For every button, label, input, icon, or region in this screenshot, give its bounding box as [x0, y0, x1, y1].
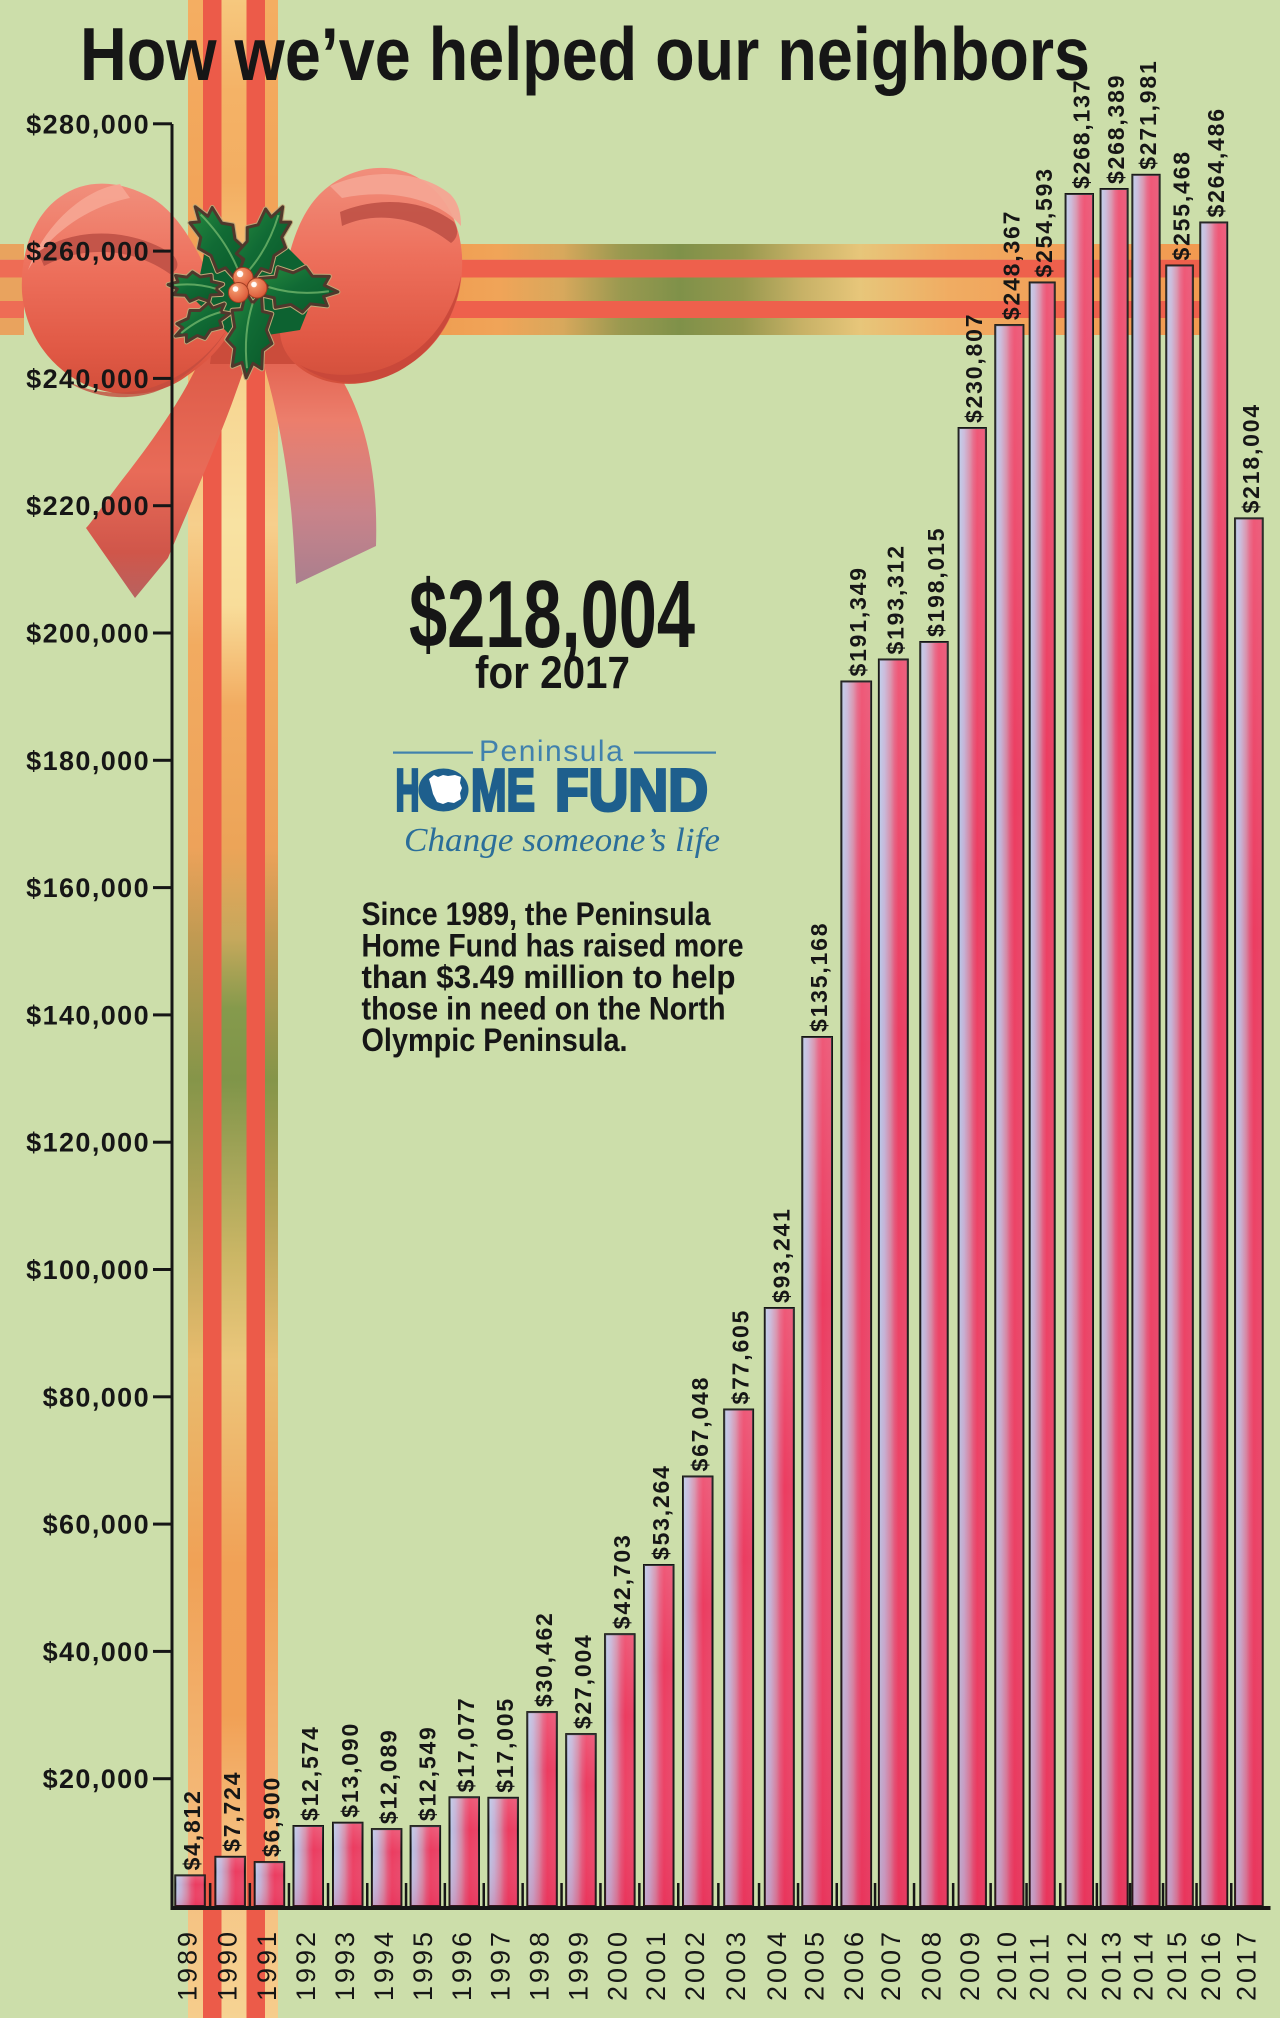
svg-text:$6,900: $6,900 — [258, 1776, 284, 1857]
svg-text:2006: 2006 — [839, 1929, 869, 2001]
svg-text:$12,574: $12,574 — [297, 1725, 323, 1821]
svg-text:$220,000: $220,000 — [26, 491, 150, 521]
svg-text:$77,605: $77,605 — [728, 1309, 754, 1405]
svg-text:2014: 2014 — [1129, 1929, 1159, 2001]
svg-text:for 2017: for 2017 — [475, 647, 630, 698]
svg-text:1998: 1998 — [525, 1929, 555, 2001]
svg-text:$120,000: $120,000 — [26, 1128, 150, 1158]
svg-text:1999: 1999 — [564, 1929, 594, 2001]
svg-text:Change someone’s life: Change someone’s life — [404, 822, 720, 859]
svg-text:Peninsula: Peninsula — [479, 735, 624, 768]
svg-text:$135,168: $135,168 — [806, 922, 832, 1032]
svg-text:$218,004: $218,004 — [409, 561, 695, 668]
svg-text:2015: 2015 — [1162, 1929, 1192, 2001]
svg-text:$140,000: $140,000 — [26, 1000, 150, 1030]
svg-text:$13,090: $13,090 — [337, 1722, 363, 1818]
svg-text:1989: 1989 — [173, 1929, 203, 2001]
svg-text:$218,004: $218,004 — [1238, 403, 1264, 513]
svg-text:$268,137: $268,137 — [1068, 79, 1094, 189]
svg-text:$30,462: $30,462 — [531, 1611, 557, 1707]
svg-text:2011: 2011 — [1025, 1931, 1055, 2001]
svg-text:Since 1989, the Peninsula: Since 1989, the Peninsula — [362, 896, 711, 932]
svg-text:$191,349: $191,349 — [845, 566, 871, 676]
svg-text:2017: 2017 — [1231, 1929, 1261, 2001]
svg-text:$240,000: $240,000 — [26, 364, 150, 394]
svg-text:1992: 1992 — [291, 1929, 321, 2001]
svg-text:$17,077: $17,077 — [453, 1697, 479, 1793]
svg-text:$27,004: $27,004 — [570, 1633, 596, 1729]
svg-text:$17,005: $17,005 — [492, 1697, 518, 1793]
svg-text:$193,312: $193,312 — [882, 544, 908, 654]
svg-text:$271,981: $271,981 — [1135, 59, 1161, 169]
svg-text:Home Fund has raised more: Home Fund has raised more — [362, 928, 744, 964]
svg-text:$60,000: $60,000 — [43, 1510, 150, 1540]
svg-text:FUND: FUND — [555, 758, 708, 824]
svg-text:2008: 2008 — [917, 1929, 947, 2001]
svg-text:$93,241: $93,241 — [768, 1207, 794, 1303]
svg-text:1993: 1993 — [330, 1929, 360, 2001]
svg-text:$53,264: $53,264 — [648, 1464, 674, 1560]
svg-text:$80,000: $80,000 — [43, 1382, 150, 1412]
svg-text:$200,000: $200,000 — [26, 619, 150, 649]
svg-text:ME: ME — [471, 758, 535, 824]
svg-text:1994: 1994 — [369, 1929, 399, 2001]
svg-text:than $3.49 million to help: than $3.49 million to help — [362, 959, 736, 995]
svg-text:$180,000: $180,000 — [26, 746, 150, 776]
svg-text:2002: 2002 — [680, 1929, 710, 2001]
svg-text:2009: 2009 — [955, 1929, 985, 2001]
svg-text:$268,389: $268,389 — [1103, 74, 1129, 184]
svg-text:2003: 2003 — [721, 1929, 751, 2001]
svg-text:$100,000: $100,000 — [26, 1255, 150, 1285]
svg-text:1997: 1997 — [486, 1929, 516, 2001]
svg-text:1990: 1990 — [213, 1929, 243, 2001]
svg-text:$264,486: $264,486 — [1203, 107, 1229, 217]
svg-text:$67,048: $67,048 — [687, 1376, 713, 1472]
svg-text:2013: 2013 — [1097, 1929, 1127, 2001]
svg-text:1995: 1995 — [408, 1929, 438, 2001]
svg-text:2001: 2001 — [641, 1929, 671, 2001]
svg-text:$254,593: $254,593 — [1031, 167, 1057, 277]
svg-text:1996: 1996 — [447, 1929, 477, 2001]
svg-text:$280,000: $280,000 — [26, 109, 150, 139]
svg-text:2007: 2007 — [876, 1929, 906, 2001]
svg-text:$260,000: $260,000 — [26, 237, 150, 267]
svg-text:$160,000: $160,000 — [26, 873, 150, 903]
svg-text:$7,724: $7,724 — [219, 1771, 245, 1852]
svg-text:2005: 2005 — [800, 1929, 830, 2001]
svg-text:$20,000: $20,000 — [43, 1764, 150, 1794]
svg-text:$198,015: $198,015 — [923, 527, 949, 637]
svg-text:Olympic Peninsula.: Olympic Peninsula. — [362, 1022, 628, 1058]
svg-text:$248,367: $248,367 — [998, 210, 1024, 320]
svg-text:those in need on the North: those in need on the North — [362, 991, 726, 1027]
svg-text:2000: 2000 — [602, 1929, 632, 2001]
svg-text:$42,703: $42,703 — [609, 1533, 635, 1629]
svg-text:$230,807: $230,807 — [961, 313, 987, 423]
svg-text:$40,000: $40,000 — [43, 1637, 150, 1667]
svg-text:$4,812: $4,812 — [179, 1789, 205, 1870]
svg-text:2010: 2010 — [992, 1929, 1022, 2001]
svg-text:$12,549: $12,549 — [414, 1725, 440, 1821]
svg-text:H: H — [396, 758, 420, 824]
svg-text:$12,089: $12,089 — [376, 1728, 402, 1824]
svg-text:1991: 1991 — [252, 1929, 282, 2001]
svg-text:2012: 2012 — [1062, 1929, 1092, 2001]
svg-text:2016: 2016 — [1196, 1929, 1226, 2001]
svg-text:How we’ve helped our neighbors: How we’ve helped our neighbors — [80, 12, 1090, 96]
svg-text:2004: 2004 — [762, 1929, 792, 2001]
svg-text:$255,468: $255,468 — [1169, 150, 1195, 260]
